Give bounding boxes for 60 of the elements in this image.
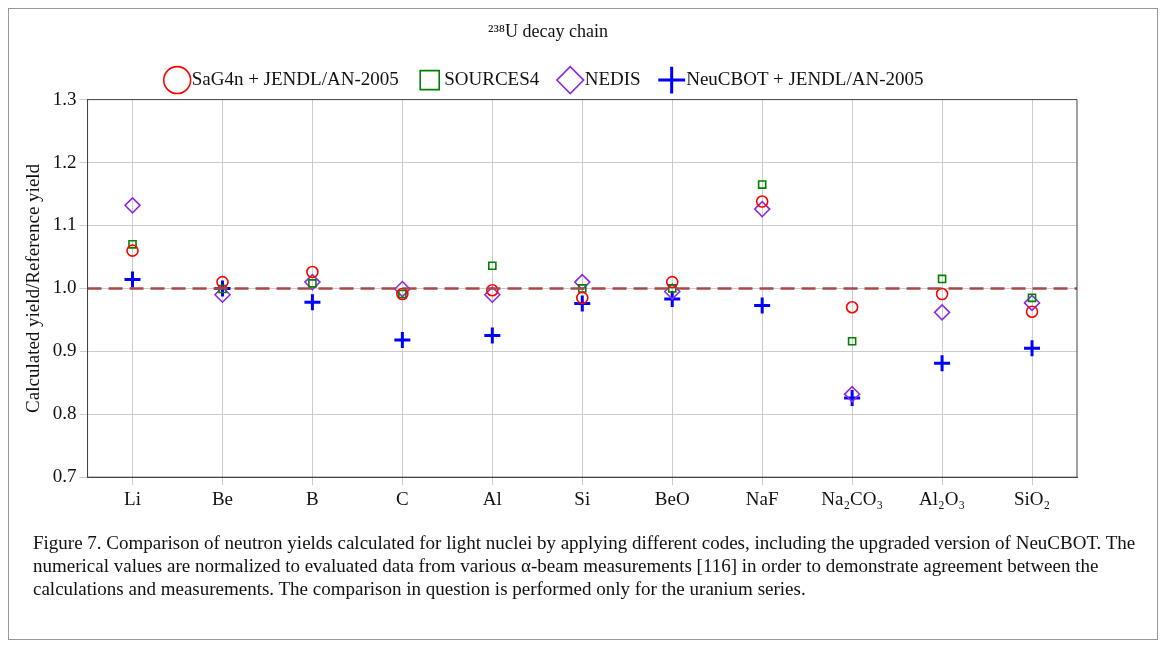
y-tick-label: 0.9 <box>52 339 77 361</box>
point <box>392 330 412 350</box>
legend-label: SaG4n + JENDL/AN-2005 <box>191 68 399 90</box>
x-tick-label: SiO₂ <box>1013 487 1051 509</box>
point <box>218 284 227 294</box>
point <box>126 244 139 257</box>
point <box>124 197 141 214</box>
legend-title: ²³⁸U decay chain <box>487 20 609 41</box>
y-tick-label: 1.1 <box>52 213 77 235</box>
point <box>753 200 771 218</box>
y-tick-label: 1.2 <box>52 150 77 172</box>
point <box>757 180 767 189</box>
point <box>486 283 499 297</box>
point <box>304 273 321 291</box>
point <box>1023 294 1041 312</box>
legend-label: SOURCES4 <box>444 68 540 90</box>
point <box>575 291 589 305</box>
caption: Figure 7. Comparison of neutron yields calculated for light nuclei by applying different codes, including the upgraded version of NeuCBOT. The numerical values are normalized to evaluated data from various α-beam measurements [116] in order to demonstrate agreement between the calculations and measurements. The comparison in question is performed only for the uranium series. <box>33 531 1137 600</box>
point <box>933 304 951 321</box>
point <box>214 286 231 303</box>
y-axis-title: Calculated yield/Reference yield <box>22 163 44 413</box>
y-tick-label: 0.7 <box>52 465 77 487</box>
point <box>302 292 322 312</box>
point <box>484 286 501 303</box>
x-tick-label: C <box>396 487 409 509</box>
point <box>752 295 772 315</box>
x-tick-label: Na₂CO₃ <box>821 487 884 509</box>
legend-label: NEDIS <box>584 68 641 90</box>
point <box>843 385 861 403</box>
x-tick-label: BeO <box>654 487 690 509</box>
point <box>1025 305 1039 318</box>
point <box>935 287 949 301</box>
x-tick-label: Li <box>124 487 141 509</box>
point <box>573 273 591 291</box>
point <box>1022 338 1042 358</box>
point <box>487 261 497 271</box>
y-tick-label: 1.3 <box>52 87 77 109</box>
point <box>937 274 947 284</box>
point <box>123 270 143 290</box>
x-tick-label: B <box>306 487 319 509</box>
x-tick-label: NaF <box>745 487 779 509</box>
x-tick-label: Al₂O₃ <box>919 487 966 509</box>
point <box>577 284 587 293</box>
point <box>128 240 137 249</box>
point <box>394 280 411 298</box>
point <box>932 353 952 373</box>
point <box>482 326 502 346</box>
point <box>216 275 229 289</box>
point <box>1027 293 1037 303</box>
x-tick-label: Be <box>211 487 234 509</box>
point <box>845 300 859 314</box>
y-tick-label: 1.0 <box>52 276 77 298</box>
legend-label: NeuCBOT + JENDL/AN-2005 <box>686 68 924 90</box>
x-tick-label: Al <box>482 487 502 509</box>
point <box>847 336 857 346</box>
x-tick-label: Si <box>574 487 591 509</box>
point <box>306 265 319 279</box>
point <box>755 195 769 208</box>
y-tick-label: 0.8 <box>52 402 77 424</box>
point <box>665 275 679 289</box>
